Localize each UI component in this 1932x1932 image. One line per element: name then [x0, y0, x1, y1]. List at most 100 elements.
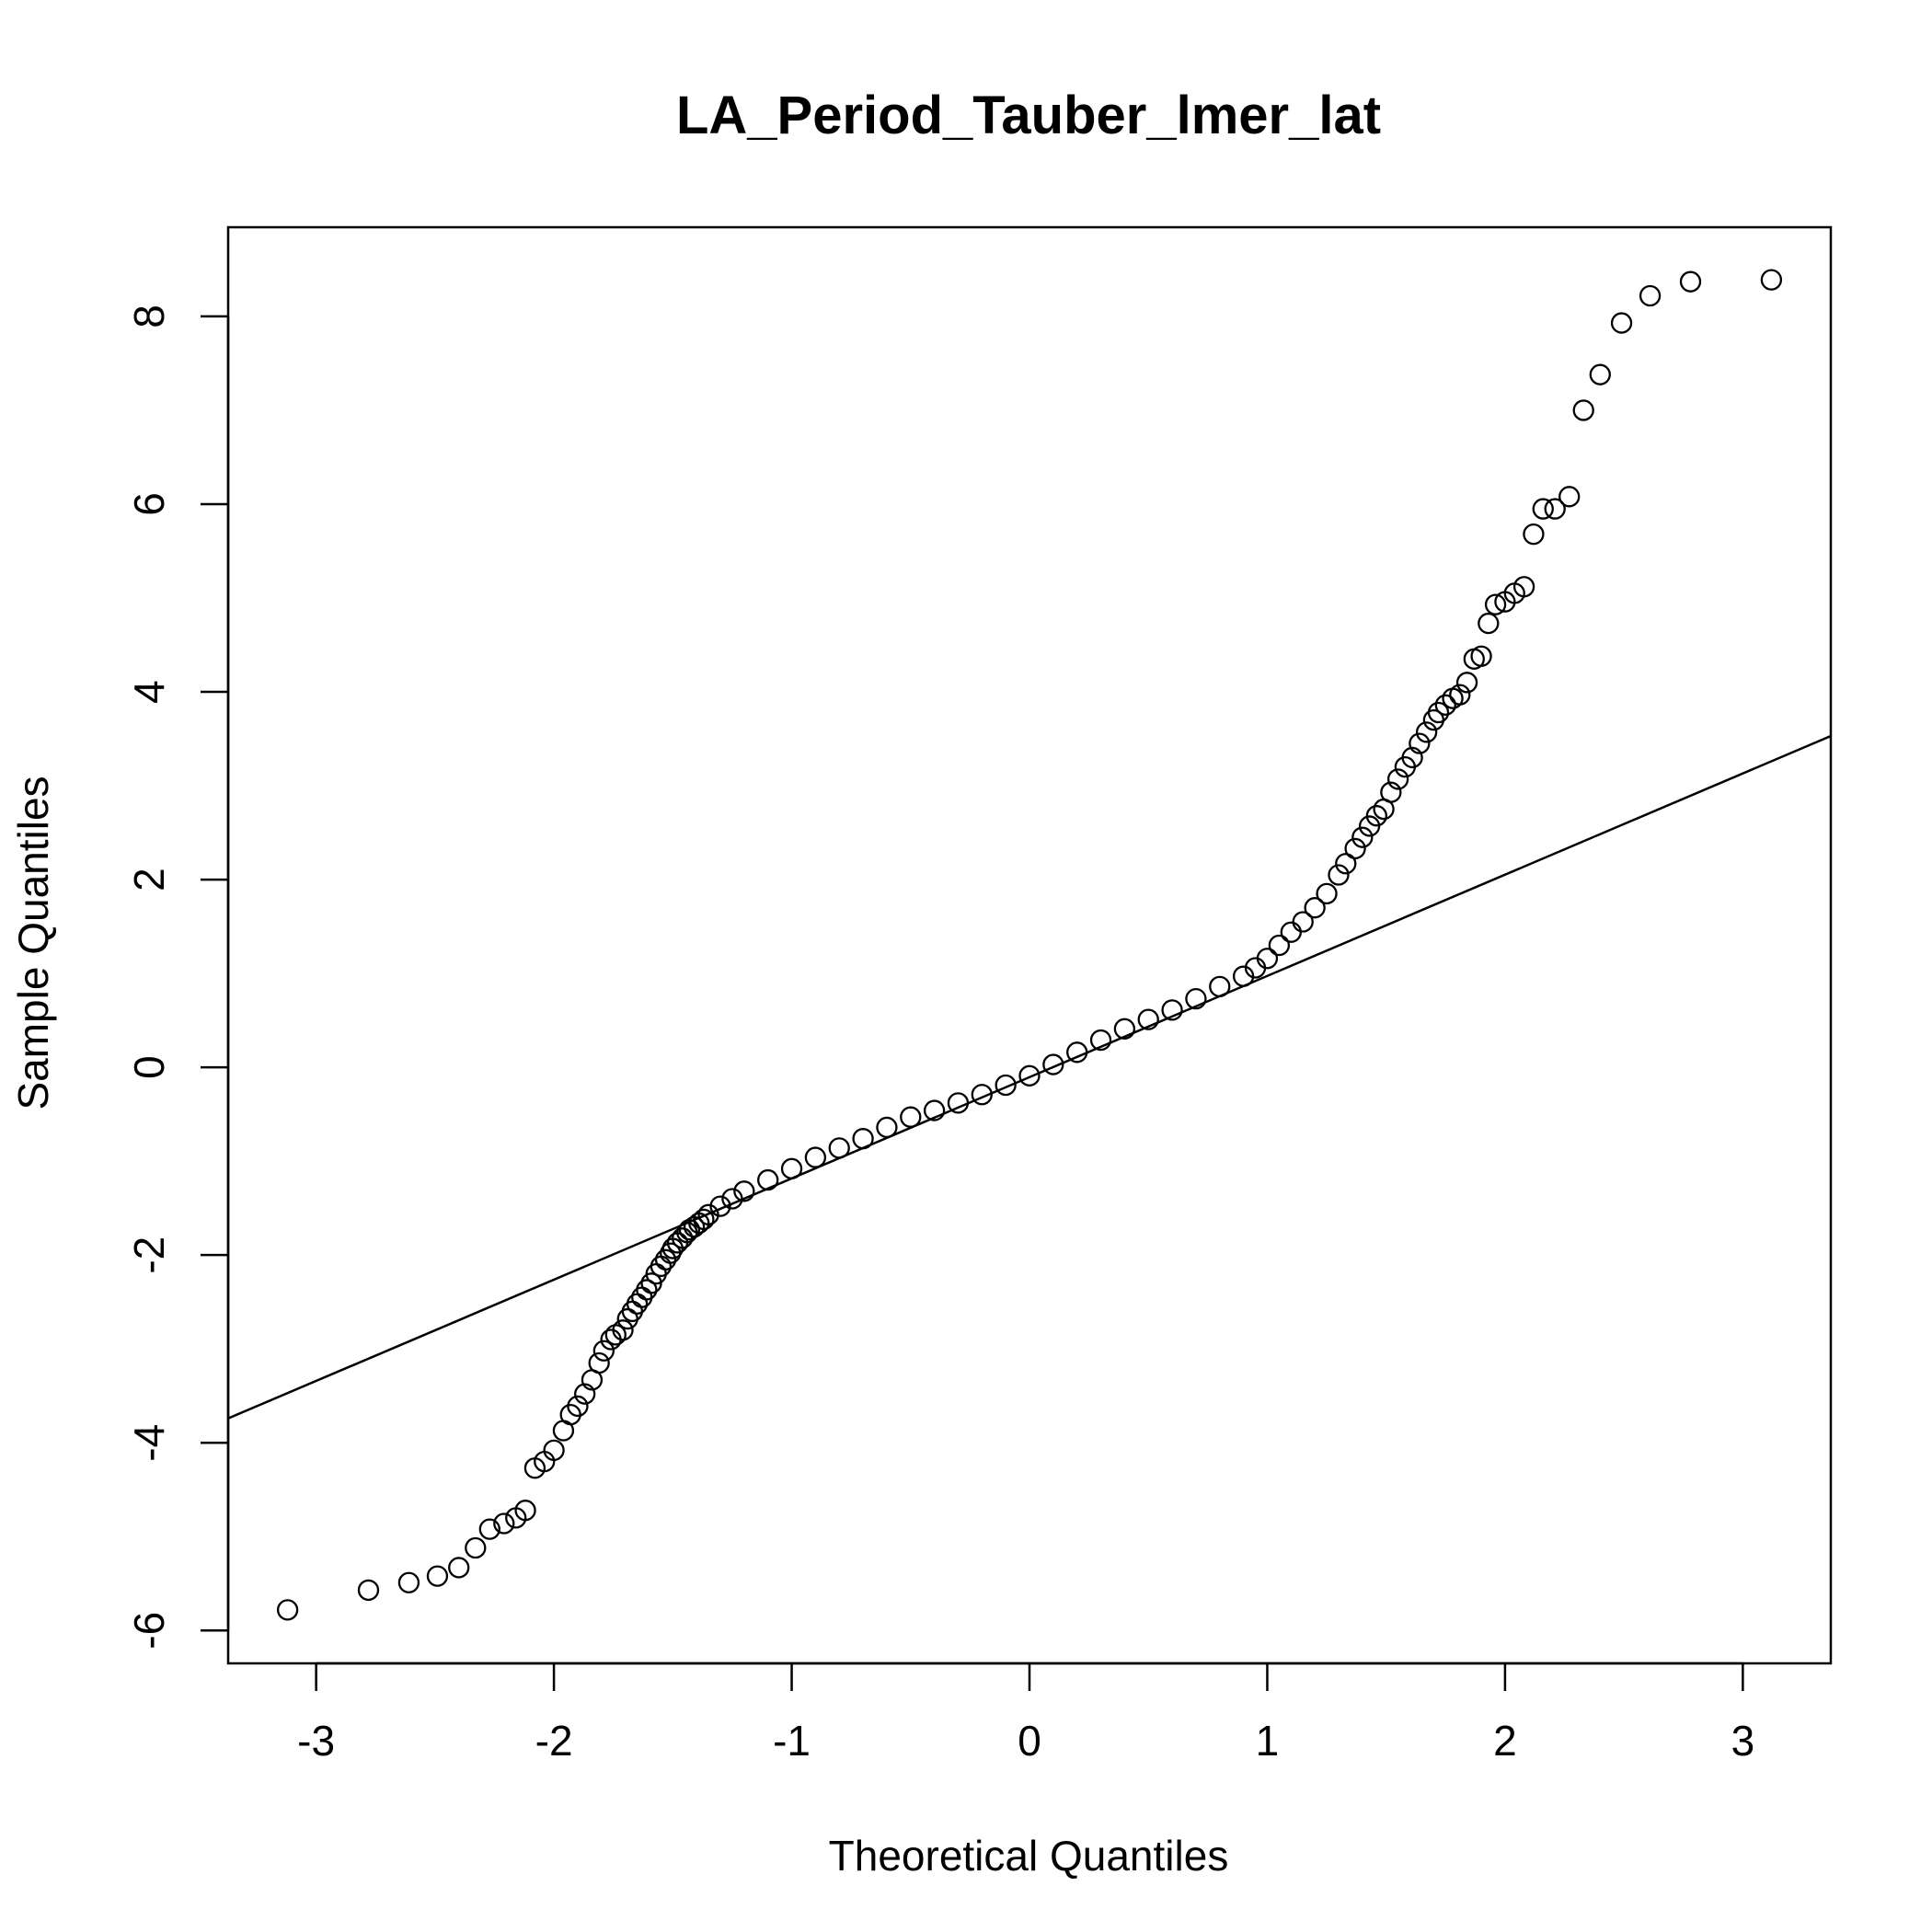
data-point: [733, 1180, 755, 1202]
data-point: [612, 1319, 634, 1341]
data-point: [1427, 701, 1450, 724]
data-point: [1113, 1018, 1136, 1040]
data-point: [1409, 732, 1431, 754]
data-point: [1344, 837, 1366, 860]
data-point: [1280, 921, 1302, 943]
data-point: [1572, 399, 1594, 421]
data-point: [1532, 498, 1554, 520]
x-tick-label: -1: [773, 1717, 811, 1765]
x-axis: -3 -2 -1 0 1 2 3: [297, 1662, 1755, 1765]
data-point: [1639, 284, 1662, 307]
y-tick-label: 2: [125, 868, 173, 891]
data-point: [1610, 312, 1633, 334]
data-point: [493, 1512, 515, 1535]
data-point: [567, 1395, 589, 1418]
data-point: [1066, 1041, 1088, 1064]
data-point: [1386, 768, 1409, 790]
data-point: [1523, 523, 1545, 546]
data-point: [426, 1565, 449, 1587]
data-point: [971, 1084, 993, 1106]
data-point: [1328, 864, 1350, 886]
data-point: [780, 1157, 803, 1179]
data-point: [1335, 853, 1357, 875]
y-tick-label: -4: [125, 1424, 173, 1462]
data-point: [828, 1137, 850, 1159]
data-point: [1478, 612, 1500, 635]
data-point: [1304, 897, 1326, 919]
chart-title: LA_Period_Tauber_lmer_lat: [676, 86, 1381, 145]
data-point: [1089, 1029, 1112, 1052]
data-point: [721, 1188, 743, 1210]
data-point: [1679, 270, 1702, 293]
y-tick-label: 8: [125, 305, 173, 328]
data-point: [1434, 694, 1456, 716]
data-point: [559, 1403, 581, 1426]
data-point: [397, 1571, 420, 1593]
data-point: [1365, 805, 1387, 827]
data-point: [574, 1383, 596, 1405]
data-point: [1449, 684, 1471, 706]
data-point: [923, 1099, 946, 1121]
data-point: [1455, 672, 1478, 694]
data-point: [900, 1106, 922, 1128]
y-tick-label: -6: [125, 1612, 173, 1650]
y-tick-label: 6: [125, 492, 173, 516]
x-tick-label: -2: [535, 1717, 573, 1765]
data-point: [1760, 269, 1783, 291]
data-point: [693, 1208, 715, 1231]
y-axis-label: Sample Quantiles: [9, 776, 57, 1110]
data-point: [1351, 826, 1374, 848]
data-point: [1544, 498, 1566, 520]
data-point: [876, 1116, 898, 1139]
x-tick-label: 3: [1731, 1717, 1755, 1765]
plot-area: [228, 269, 1831, 1621]
data-point: [1316, 882, 1338, 905]
data-point: [514, 1500, 536, 1522]
data-point: [1256, 948, 1279, 970]
data-point: [1137, 1008, 1159, 1030]
data-point: [592, 1340, 615, 1362]
data-point: [357, 1579, 380, 1602]
data-point: [654, 1248, 677, 1271]
data-point: [1484, 593, 1507, 615]
data-point: [1380, 781, 1402, 803]
data-point: [757, 1168, 779, 1191]
data-point: [465, 1536, 487, 1559]
data-point: [1415, 721, 1438, 743]
data-point: [709, 1195, 731, 1217]
data-point: [588, 1351, 610, 1374]
data-point: [1512, 576, 1535, 598]
data-point: [852, 1128, 874, 1150]
x-tick-label: 1: [1256, 1717, 1280, 1765]
y-tick-label: -2: [125, 1236, 173, 1274]
y-tick-label: 4: [125, 680, 173, 704]
data-point: [636, 1279, 658, 1301]
data-point: [1018, 1064, 1041, 1087]
y-axis: -6 -4 -2 0 2 4 6 8: [125, 305, 230, 1650]
data-point: [1161, 999, 1183, 1021]
data-point: [543, 1439, 565, 1462]
data-point: [276, 1599, 299, 1621]
y-tick-label: 0: [125, 1055, 173, 1079]
x-tick-label: 2: [1493, 1717, 1517, 1765]
x-tick-label: -3: [297, 1717, 335, 1765]
reference-line: [228, 734, 1831, 1420]
data-point: [448, 1557, 470, 1579]
data-point: [1292, 911, 1314, 933]
data-point: [1558, 486, 1581, 508]
data-point: [1042, 1053, 1064, 1075]
x-axis-label: Theoretical Quantiles: [829, 1832, 1229, 1880]
x-tick-label: 0: [1018, 1717, 1041, 1765]
data-point: [947, 1092, 970, 1114]
data-point: [804, 1146, 827, 1168]
data-point: [478, 1518, 500, 1540]
data-point: [1589, 363, 1611, 385]
plot-frame: [226, 225, 1833, 1665]
data-point: [1268, 934, 1291, 957]
data-point: [1401, 746, 1423, 769]
data-point: [1185, 988, 1207, 1010]
data-point: [1470, 645, 1492, 667]
data-point: [1209, 975, 1231, 998]
data-point: [995, 1074, 1017, 1097]
